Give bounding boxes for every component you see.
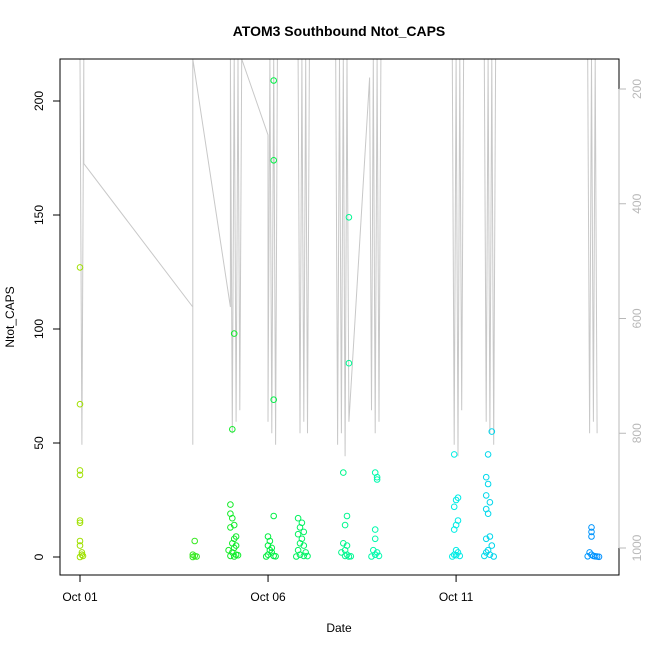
secondary-y-axis: 200 400 600 800 1000 xyxy=(618,79,644,561)
data-point xyxy=(300,528,308,536)
data-point xyxy=(227,552,234,560)
data-point xyxy=(481,552,488,560)
data-point xyxy=(368,553,375,560)
secondary-y-tick-label: 1000 xyxy=(630,534,644,561)
data-point xyxy=(482,492,490,499)
data-points-layer xyxy=(76,77,603,561)
data-point xyxy=(270,396,278,404)
data-point xyxy=(227,501,234,508)
y-axis-label: Ntot_CAPS xyxy=(3,286,17,347)
data-point xyxy=(189,553,197,561)
data-point xyxy=(300,542,308,549)
data-point xyxy=(456,552,464,560)
data-point xyxy=(302,549,310,556)
data-point xyxy=(193,553,200,560)
data-point xyxy=(294,514,302,522)
data-point xyxy=(272,553,279,560)
data-point xyxy=(484,480,492,488)
secondary-y-tick-label: 400 xyxy=(630,193,644,213)
secondary-y-tick-label: 600 xyxy=(630,308,644,328)
data-point xyxy=(76,553,84,561)
data-point xyxy=(76,467,84,474)
data-point xyxy=(450,503,458,511)
y-tick-label: 200 xyxy=(32,91,46,111)
x-axis: Oct 01 Oct 06 Oct 11 xyxy=(62,574,474,604)
data-point xyxy=(588,528,595,536)
data-point xyxy=(230,553,238,560)
data-point xyxy=(296,551,304,559)
data-point xyxy=(490,553,498,560)
x-axis-label: Date xyxy=(326,621,352,635)
y-axis: 0 50 100 150 200 xyxy=(32,91,61,560)
data-point xyxy=(450,451,458,458)
data-point xyxy=(230,330,238,337)
altitude-line xyxy=(79,58,598,457)
data-point xyxy=(588,533,595,540)
data-point xyxy=(234,551,242,559)
data-point xyxy=(296,524,304,531)
data-point xyxy=(227,524,234,531)
data-point xyxy=(229,514,236,522)
x-tick-label: Oct 01 xyxy=(62,590,98,604)
data-point xyxy=(270,512,278,520)
data-point xyxy=(341,521,349,529)
secondary-y-tick-label: 200 xyxy=(630,79,644,99)
data-point xyxy=(229,426,236,433)
data-point xyxy=(79,552,87,560)
data-point xyxy=(482,473,490,481)
secondary-y-tick-label: 800 xyxy=(630,423,644,443)
data-point xyxy=(452,551,460,559)
data-point xyxy=(300,552,308,560)
data-point xyxy=(76,400,84,408)
data-point xyxy=(449,553,456,560)
data-point xyxy=(304,552,311,560)
data-point xyxy=(191,537,198,545)
data-point xyxy=(270,77,278,84)
data-point xyxy=(338,549,345,556)
data-point xyxy=(345,359,353,367)
chart-title: ATOM3 Southbound Ntot_CAPS xyxy=(233,23,446,39)
data-point xyxy=(373,473,381,481)
data-point xyxy=(452,496,460,504)
data-point xyxy=(293,553,300,560)
data-point xyxy=(595,553,603,561)
y-tick-label: 100 xyxy=(32,319,46,339)
data-point xyxy=(450,526,458,533)
data-point xyxy=(343,512,351,520)
data-point xyxy=(345,214,353,221)
data-point xyxy=(76,519,84,527)
data-point xyxy=(371,551,379,559)
data-point xyxy=(294,530,302,538)
data-point xyxy=(76,264,84,271)
data-point xyxy=(76,471,84,479)
data-point xyxy=(262,553,270,560)
data-point xyxy=(484,510,492,518)
x-tick-label: Oct 11 xyxy=(439,590,474,604)
data-point xyxy=(588,524,595,531)
data-point xyxy=(375,552,383,560)
altitude-line-layer xyxy=(79,58,598,457)
data-point xyxy=(373,476,381,483)
data-point xyxy=(270,157,278,164)
data-point xyxy=(482,535,490,543)
x-tick-label: Oct 06 xyxy=(250,590,286,604)
data-point xyxy=(584,553,592,560)
data-point xyxy=(340,469,347,476)
data-point xyxy=(488,542,496,549)
y-tick-label: 0 xyxy=(32,553,46,560)
data-point xyxy=(371,535,379,543)
data-point xyxy=(486,499,494,506)
y-tick-label: 150 xyxy=(32,205,46,225)
data-point xyxy=(347,553,355,560)
data-point xyxy=(371,526,379,533)
data-point xyxy=(488,428,496,435)
data-point xyxy=(76,537,84,545)
data-point xyxy=(484,451,492,458)
y-tick-label: 50 xyxy=(32,436,46,450)
data-point xyxy=(76,542,84,549)
data-point xyxy=(76,517,84,524)
